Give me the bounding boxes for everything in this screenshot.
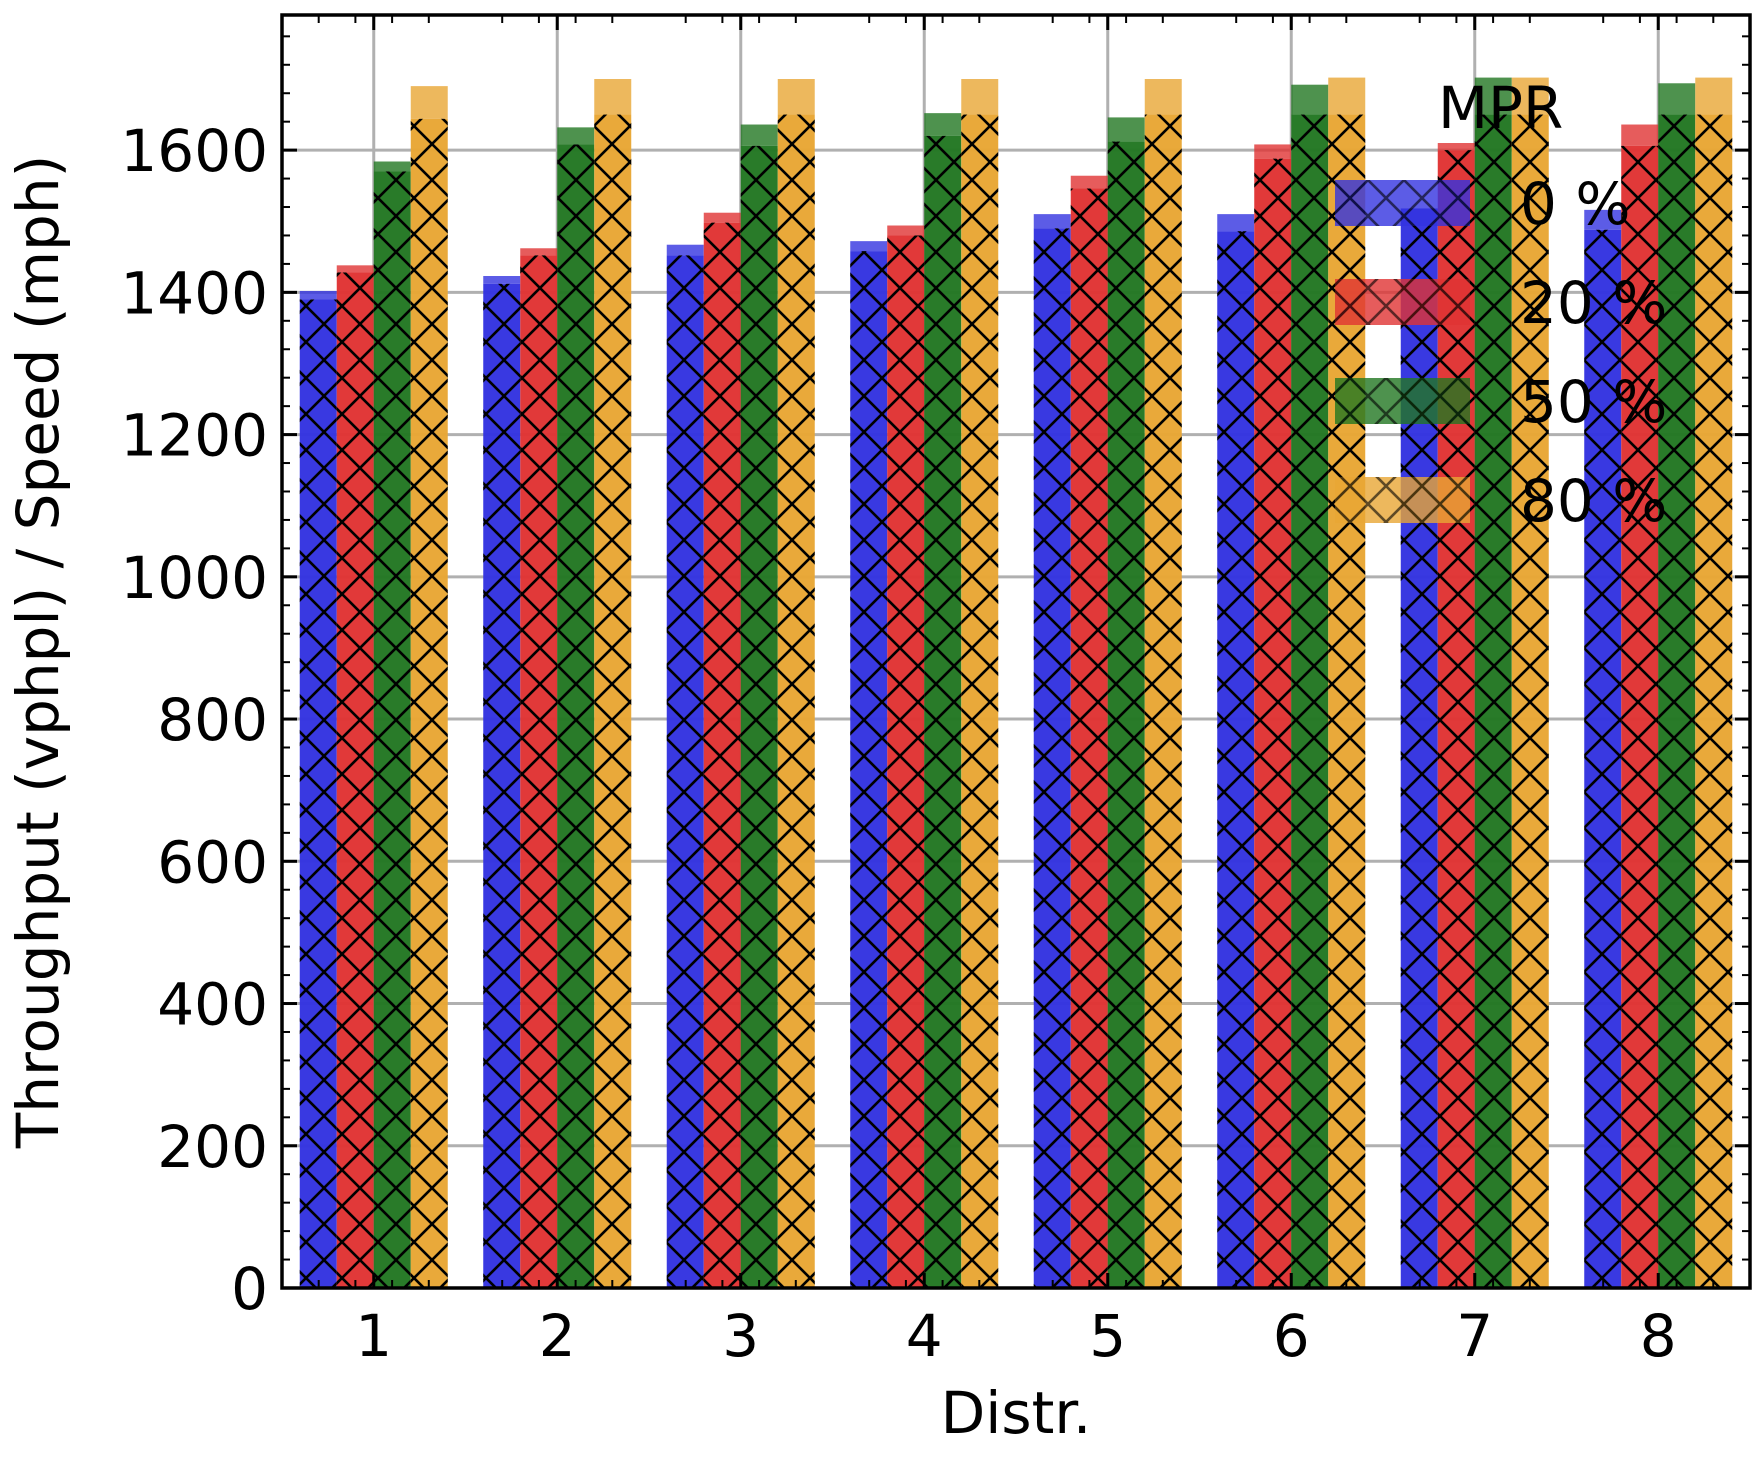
speed-bar bbox=[1107, 117, 1145, 142]
axes: 0 200 400 600 800 1000 1200 1400 1600 1 2 3 4 5 6 7 8 bbox=[120, 13, 1752, 1370]
speed-bar bbox=[887, 225, 925, 236]
legend-swatch-hatch bbox=[1335, 180, 1470, 226]
y-tick-label: 800 bbox=[157, 686, 268, 754]
speed-bar bbox=[483, 276, 521, 284]
speed-bar bbox=[850, 241, 888, 252]
speed-bar bbox=[1511, 77, 1549, 115]
speed-bar bbox=[666, 244, 704, 256]
throughput-bar-hatch bbox=[777, 114, 815, 1289]
speed-bar bbox=[740, 124, 778, 146]
speed-bar bbox=[373, 161, 411, 172]
speed-bar bbox=[777, 79, 815, 115]
throughput-bar-hatch bbox=[1695, 114, 1733, 1289]
throughput-bar-hatch bbox=[850, 251, 888, 1288]
x-tick-label: 2 bbox=[539, 1302, 576, 1370]
speed-bar bbox=[703, 212, 741, 223]
throughput-bar-hatch bbox=[924, 135, 962, 1289]
throughput-bar-hatch bbox=[1511, 114, 1549, 1289]
throughput-bar-hatch bbox=[961, 114, 999, 1289]
speed-bar bbox=[1695, 77, 1733, 115]
throughput-bar-hatch bbox=[1400, 208, 1438, 1289]
speed-bar bbox=[1437, 143, 1475, 151]
x-tick-label: 7 bbox=[1456, 1302, 1493, 1370]
legend-label: 80 % bbox=[1520, 467, 1667, 535]
throughput-bar-hatch bbox=[1217, 231, 1255, 1288]
throughput-bar-hatch bbox=[666, 255, 704, 1288]
speed-bar bbox=[1584, 209, 1622, 230]
speed-bar bbox=[1254, 144, 1292, 159]
speed-bar bbox=[594, 79, 632, 115]
x-tick-label: 3 bbox=[722, 1302, 759, 1370]
throughput-bar-hatch bbox=[336, 272, 374, 1288]
speed-bar bbox=[1070, 175, 1108, 189]
speed-bar bbox=[1291, 84, 1329, 115]
throughput-bar-hatch bbox=[557, 144, 595, 1289]
speed-bar bbox=[520, 248, 558, 256]
throughput-bar-hatch bbox=[1070, 188, 1108, 1289]
throughput-bar-hatch bbox=[1437, 150, 1475, 1288]
y-tick-label: 200 bbox=[157, 1113, 268, 1181]
x-tick-label: 5 bbox=[1089, 1302, 1126, 1370]
y-tick-label: 1400 bbox=[120, 259, 268, 327]
y-tick-label: 1600 bbox=[120, 117, 268, 185]
throughput-bar-hatch bbox=[520, 255, 558, 1288]
throughput-bar-hatch bbox=[703, 222, 741, 1288]
legend-title: MPR bbox=[1438, 74, 1563, 142]
speed-bar bbox=[1033, 214, 1071, 229]
plot-frame bbox=[280, 13, 1752, 1290]
speed-bar bbox=[299, 290, 337, 300]
y-tick-label: 600 bbox=[157, 828, 268, 896]
x-tick-label: 4 bbox=[906, 1302, 943, 1370]
speed-bar bbox=[1144, 79, 1182, 115]
throughput-bar-hatch bbox=[1144, 114, 1182, 1289]
throughput-bar-hatch bbox=[1107, 141, 1145, 1288]
x-axis-title: Distr. bbox=[941, 1379, 1092, 1447]
y-tick-label: 1000 bbox=[120, 544, 268, 612]
speed-bar bbox=[1328, 77, 1366, 115]
throughput-bar-hatch bbox=[299, 299, 337, 1289]
speed-bar bbox=[924, 113, 962, 136]
throughput-bar-hatch bbox=[1658, 114, 1696, 1289]
speed-bar bbox=[1217, 214, 1255, 232]
throughput-bar-hatch bbox=[740, 145, 778, 1289]
throughput-bar-hatch bbox=[483, 283, 521, 1288]
throughput-bar-hatch bbox=[1621, 145, 1659, 1289]
speed-bar bbox=[1474, 77, 1512, 115]
throughput-bar-hatch bbox=[887, 235, 925, 1289]
bars bbox=[299, 77, 1733, 1289]
y-tick-label: 0 bbox=[231, 1255, 268, 1323]
throughput-bar-hatch bbox=[594, 114, 632, 1289]
throughput-bar-hatch bbox=[1291, 114, 1329, 1289]
throughput-bar-hatch bbox=[1474, 114, 1512, 1289]
throughput-bar-hatch bbox=[1254, 158, 1292, 1288]
throughput-bar-hatch bbox=[1584, 229, 1622, 1289]
legend-label: 0 % bbox=[1520, 170, 1630, 238]
speed-bar bbox=[336, 265, 374, 273]
speed-bar bbox=[961, 79, 999, 115]
legend: MPR 0 % 20 % 50 % 80 % bbox=[1335, 74, 1667, 535]
y-tick-label: 1200 bbox=[120, 402, 268, 470]
y-tick-label: 400 bbox=[157, 971, 268, 1039]
x-tick-label: 1 bbox=[355, 1302, 392, 1370]
x-tick-label: 6 bbox=[1273, 1302, 1310, 1370]
legend-swatch-hatch bbox=[1335, 279, 1470, 325]
legend-label: 20 % bbox=[1520, 269, 1667, 337]
legend-label: 50 % bbox=[1520, 368, 1667, 436]
speed-bar bbox=[1658, 83, 1696, 115]
speed-bar bbox=[410, 86, 448, 119]
legend-swatch-hatch bbox=[1335, 378, 1470, 424]
speed-bar bbox=[557, 127, 595, 145]
speed-bar bbox=[1621, 124, 1659, 146]
throughput-bar-hatch bbox=[1033, 228, 1071, 1289]
x-tick-label: 8 bbox=[1640, 1302, 1677, 1370]
legend-swatch-hatch bbox=[1335, 477, 1470, 523]
y-axis-title: Throughput (vphpl) / Speed (mph) bbox=[4, 155, 72, 1149]
throughput-bar-hatch bbox=[373, 171, 411, 1288]
throughput-bar-hatch bbox=[410, 118, 448, 1288]
